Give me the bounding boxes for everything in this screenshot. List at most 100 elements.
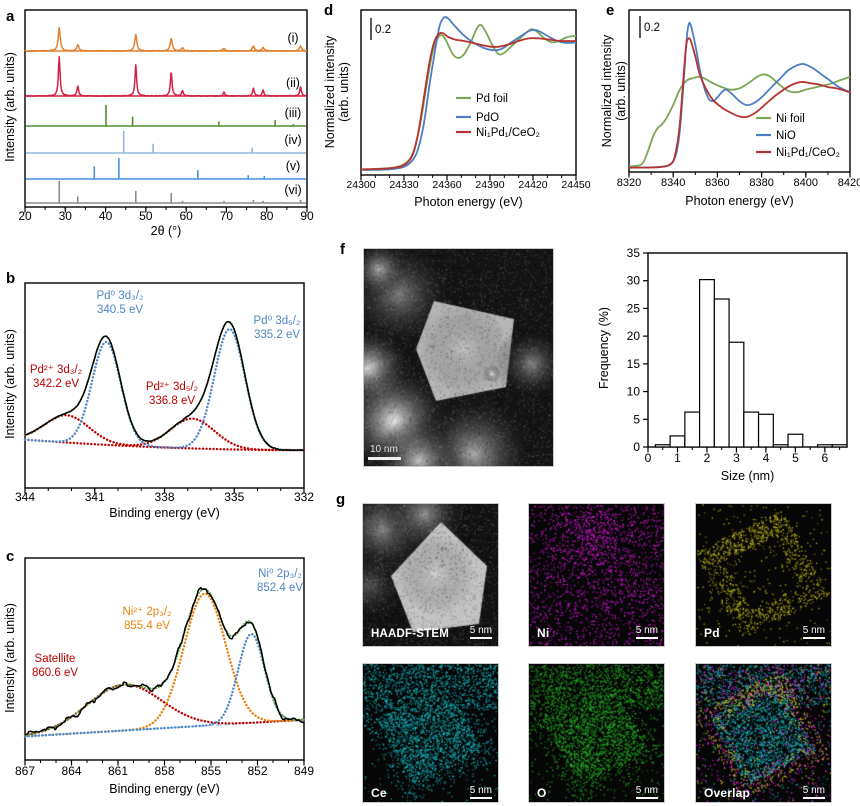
haadf-stem-image — [362, 503, 499, 647]
map-scale: 5 nm — [802, 785, 825, 799]
x-tick-label: 335 — [224, 490, 244, 504]
pd-xanes-chart: 24300 24330 24360 24390 24420 24450 0.2 Pd foil… — [346, 9, 591, 191]
histogram-bar — [787, 433, 804, 448]
x-tick-label: 1 — [674, 451, 681, 465]
x-tick-label: 849 — [294, 764, 314, 778]
legend-label: Pd foil — [476, 93, 508, 105]
d-x-axis-label: Photon energy (eV) — [414, 195, 523, 209]
x-tick-label: 852 — [247, 764, 267, 778]
map-scale-label: 5 nm — [802, 625, 825, 636]
map-scale-label: 5 nm — [469, 625, 492, 636]
ce-map-cell: Ce 5 nm — [362, 663, 499, 806]
panel-f-tem: 10 nm — [320, 235, 570, 480]
map-scale-label: 5 nm — [635, 785, 658, 796]
xrd-trace — [24, 26, 308, 53]
x-tick-label: 24390 — [475, 179, 504, 191]
x-tick-label: 4 — [763, 451, 770, 465]
map-scale: 5 nm — [469, 785, 492, 799]
y-tick-label: 15 — [627, 357, 641, 371]
panel-b-pd3d-xps: 344 341 338 335 332 Intensity (arb. units) B… — [0, 240, 340, 530]
x-tick-label: 2 — [704, 451, 711, 465]
histogram-bar — [728, 341, 745, 448]
xanes-curve-3 — [360, 32, 577, 171]
xanes-curve-2 — [360, 16, 577, 171]
peak-annotation: Ni²⁺ 2p₃/₂ 855.4 eV — [122, 606, 172, 632]
d-y-axis-label-line1: Normalized intensity — [323, 35, 337, 149]
ni-eds-map — [528, 503, 665, 647]
x-tick-label: 867 — [15, 764, 35, 778]
ni-xanes-chart: 8320 8340 8360 8380 8400 8420 0.2 Ni foil NiO Ni₁… — [617, 9, 860, 189]
tem-scale-label: 10 nm — [370, 444, 398, 455]
map-scale-bar — [469, 797, 492, 799]
xanes-curve-2 — [628, 21, 851, 169]
x-tick-label: 40 — [99, 209, 113, 223]
map-scale: 5 nm — [802, 625, 825, 639]
map-scale-bar — [802, 637, 825, 639]
component-curve — [23, 683, 306, 737]
e-y-axis-label-line1: Normalized intensity — [600, 34, 614, 148]
panel-label-a: a — [6, 8, 15, 25]
legend-label: NiO — [776, 130, 796, 142]
x-tick-label: 0 — [645, 451, 652, 465]
component-curve — [23, 414, 306, 452]
b-x-axis-label: Binding energy (eV) — [109, 506, 220, 520]
panel-label-c: c — [6, 548, 15, 565]
histogram-bar — [669, 435, 686, 448]
hist-y-axis-label: Frequency (%) — [597, 307, 611, 389]
x-tick-label: 30 — [59, 209, 73, 223]
haadf-stem-cell: HAADF-STEM 5 nm — [362, 503, 499, 647]
x-tick-label: 3 — [733, 451, 740, 465]
x-tick-label: 60 — [179, 209, 193, 223]
ni2p-xps-chart: 867 864 861 858 855 852 849 — [15, 557, 314, 778]
map-label: Pd — [704, 626, 720, 640]
envelope-curve — [24, 320, 304, 452]
x-tick-label: 6 — [822, 451, 829, 465]
e-y-axis-label: Normalized intensity (arb. units) — [600, 0, 628, 191]
y-tick-label: 25 — [627, 301, 641, 315]
panel-label-b: b — [6, 270, 16, 287]
o-map-cell: O 5 nm — [528, 663, 665, 806]
xrd-trace-label: (vi) — [284, 183, 301, 197]
y-tick-label: 10 — [627, 385, 641, 399]
peak-annotation: Pd²⁺ 3d₅/₂ 336.8 eV — [145, 381, 199, 407]
histogram-bar — [713, 298, 730, 448]
map-scale-bar — [635, 797, 658, 799]
panel-label-g: g — [336, 491, 346, 508]
peak-annotation: Satellite 860.6 eV — [31, 653, 79, 679]
map-label: HAADF-STEM — [371, 628, 450, 640]
peak-annotation: Pd⁰ 3d₃/₂ 340.5 eV — [96, 290, 144, 316]
histogram-bar — [757, 413, 774, 448]
x-tick-label: 70 — [220, 209, 234, 223]
x-tick-label: 338 — [154, 490, 174, 504]
x-tick-label: 50 — [139, 209, 153, 223]
a-y-axis-label: Intensity (arb. units) — [3, 52, 17, 162]
legend-label: Ni foil — [776, 113, 805, 125]
x-tick-label: 80 — [260, 209, 274, 223]
map-scale-bar — [635, 637, 658, 639]
histogram-bar — [772, 444, 789, 448]
map-scale: 5 nm — [469, 625, 492, 639]
map-label: O — [537, 786, 547, 800]
panel-e-ni-xanes: 8320 8340 8360 8380 8400 8420 0.2 Ni foil NiO Ni₁… — [600, 0, 860, 235]
xrd-chart: 20 30 40 50 60 70 80 90 (i) (ii) (iii) (iv) (v) (vi) — [18, 9, 314, 223]
panel-label-e: e — [606, 2, 615, 19]
x-tick-label: 341 — [85, 490, 105, 504]
x-tick-label: 8320 — [617, 177, 641, 189]
c-x-axis-label: Binding energy (eV) — [109, 782, 220, 796]
d-y-axis-label: Normalized intensity (arb. units) — [323, 0, 351, 192]
scale-bar-label: 0.2 — [644, 22, 660, 34]
map-scale: 5 nm — [635, 625, 658, 639]
xrd-trace — [24, 56, 308, 98]
x-tick-label: 855 — [201, 764, 221, 778]
map-scale-bar — [802, 797, 825, 799]
tem-scale-bar — [368, 457, 401, 460]
histogram-bar — [684, 411, 701, 448]
panel-label-d: d — [324, 2, 334, 19]
e-y-axis-label-line2: (arb. units) — [614, 61, 628, 121]
size-histogram: 0 1 2 3 4 5 6 0 5 10 15 20 25 30 35 — [627, 246, 848, 465]
x-tick-label: 8380 — [749, 177, 773, 189]
panel-a-xrd: 20 30 40 50 60 70 80 90 (i) (ii) (iii) (iv) (v) (vi) … — [0, 0, 340, 240]
a-x-axis-label: 2θ (°) — [150, 224, 182, 238]
map-scale-label: 5 nm — [469, 785, 492, 796]
d-y-axis-label-line2: (arb. units) — [337, 62, 351, 122]
